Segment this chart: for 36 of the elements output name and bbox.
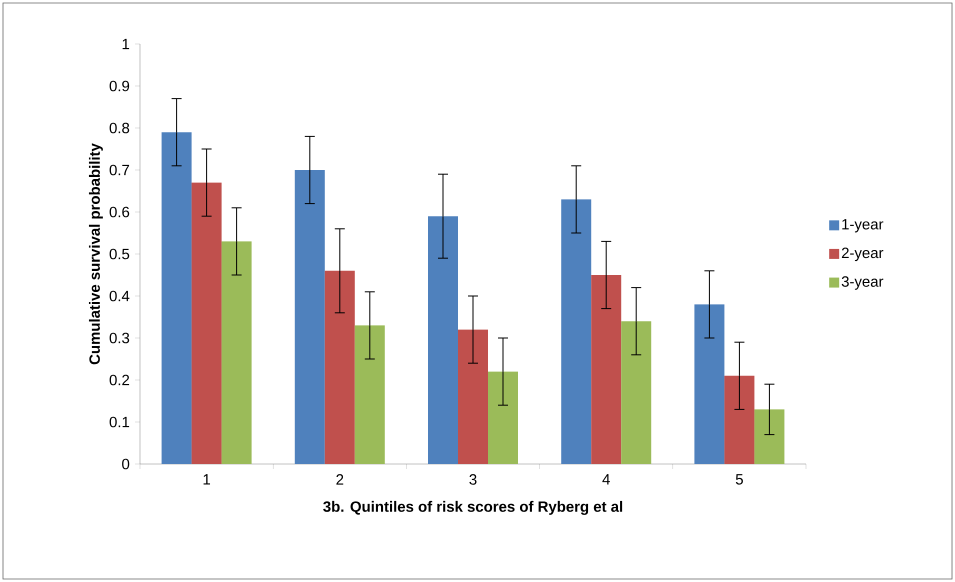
y-tick-label: 0.8: [110, 122, 130, 134]
legend-label: 1-year: [842, 219, 884, 232]
legend-label: 2-year: [842, 248, 884, 262]
bar: [591, 275, 622, 464]
y-tick-label: 0.7: [110, 164, 130, 176]
bar: [294, 170, 325, 464]
bar: [561, 199, 592, 464]
bar: [488, 372, 518, 464]
y-tick-label: 0.2: [110, 374, 130, 386]
bar: [754, 409, 784, 464]
bar: [162, 132, 192, 464]
y-tick-label: 0: [122, 458, 130, 470]
bar: [724, 376, 754, 464]
y-tick-label: 0.4: [110, 290, 130, 302]
x-tick-label: 4: [602, 474, 610, 484]
y-tick-label: 0.1: [110, 416, 130, 428]
bar: [192, 182, 222, 464]
bar: [621, 321, 652, 464]
bar: [354, 325, 385, 464]
x-tick-label: 1: [204, 474, 210, 484]
y-tick-label: 0.9: [110, 80, 130, 92]
x-tick-label: 5: [736, 474, 743, 485]
bar: [458, 330, 488, 464]
x-tick-label: 3: [469, 474, 477, 485]
y-tick-label: 0.5: [110, 248, 130, 260]
bar: [324, 270, 355, 464]
x-axis-title: 3b. Quintiles of risk scores of Ryberg et al: [323, 500, 622, 515]
y-tick-label: 1: [122, 38, 130, 50]
bar: [694, 304, 724, 464]
x-tick-label: 2: [336, 474, 344, 485]
legend-label: 3-year: [842, 276, 884, 290]
y-tick-label: 0.6: [110, 206, 130, 218]
y-axis-title: Cumulative survival probability: [88, 143, 103, 364]
bar: [428, 216, 458, 464]
bar: [222, 241, 252, 464]
y-tick-label: 0.3: [110, 332, 130, 344]
